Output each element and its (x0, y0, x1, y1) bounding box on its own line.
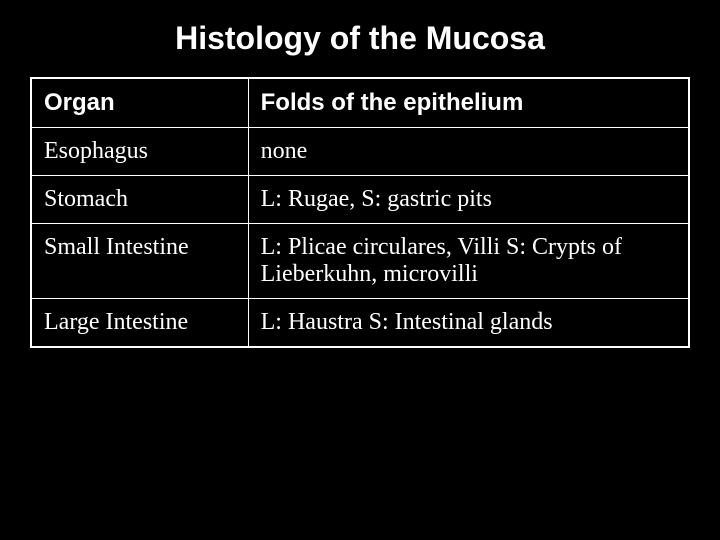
cell-organ: Small Intestine (31, 224, 248, 299)
page-title: Histology of the Mucosa (30, 20, 690, 57)
table-row: Small Intestine L: Plicae circulares, Vi… (31, 224, 689, 299)
cell-organ: Large Intestine (31, 299, 248, 348)
cell-organ: Esophagus (31, 128, 248, 176)
cell-folds: none (248, 128, 689, 176)
cell-organ: Stomach (31, 176, 248, 224)
table-row: Stomach L: Rugae, S: gastric pits (31, 176, 689, 224)
column-header-folds: Folds of the epithelium (248, 78, 689, 128)
table-row: Large Intestine L: Haustra S: Intestinal… (31, 299, 689, 348)
table-header-row: Organ Folds of the epithelium (31, 78, 689, 128)
table-row: Esophagus none (31, 128, 689, 176)
cell-folds: L: Rugae, S: gastric pits (248, 176, 689, 224)
mucosa-table: Organ Folds of the epithelium Esophagus … (30, 77, 690, 348)
column-header-organ: Organ (31, 78, 248, 128)
cell-folds: L: Haustra S: Intestinal glands (248, 299, 689, 348)
cell-folds: L: Plicae circulares, Villi S: Crypts of… (248, 224, 689, 299)
